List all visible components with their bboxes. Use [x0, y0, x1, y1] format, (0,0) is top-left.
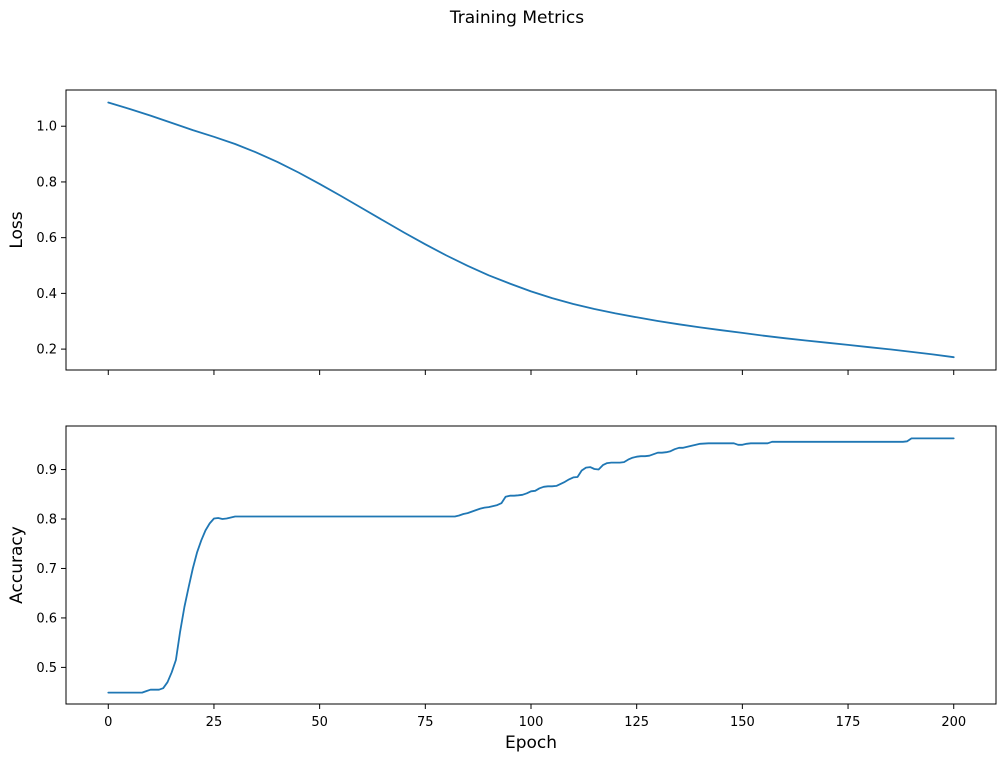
x-tick-label: 175 — [836, 715, 861, 730]
y-tick-label: 0.5 — [36, 661, 57, 676]
x-tick-label: 125 — [624, 715, 649, 730]
accuracy-y-ticks: 0.5 0.6 0.7 0.8 0.9 — [36, 463, 66, 676]
loss-subplot: 0.2 0.4 0.6 0.8 1.0 Loss — [7, 89, 997, 375]
loss-line — [107, 101, 955, 359]
x-tick-label: 150 — [730, 715, 755, 730]
loss-y-ticks: 0.2 0.4 0.6 0.8 1.0 — [36, 120, 66, 358]
epoch-xlabel: Epoch — [505, 733, 557, 753]
y-tick-label: 0.9 — [36, 463, 57, 478]
y-tick-label: 0.4 — [36, 287, 57, 302]
accuracy-ylabel: Accuracy — [7, 526, 27, 604]
x-tick-label: 50 — [311, 715, 328, 730]
figure-title: Training Metrics — [449, 8, 584, 28]
y-tick-label: 0.8 — [36, 175, 57, 190]
accuracy-axes-frame — [65, 425, 997, 705]
loss-x-ticks — [107, 370, 955, 375]
y-tick-label: 0.7 — [36, 562, 57, 577]
y-tick-label: 0.2 — [36, 343, 57, 358]
x-tick-label: 100 — [519, 715, 544, 730]
y-tick-label: 1.0 — [36, 120, 57, 135]
x-tick-label: 25 — [206, 715, 223, 730]
loss-axes-frame — [65, 89, 997, 371]
x-tick-label: 200 — [941, 715, 966, 730]
x-tick-label: 75 — [417, 715, 434, 730]
accuracy-line — [107, 437, 955, 694]
y-tick-label: 0.8 — [36, 512, 57, 527]
accuracy-x-ticks: 0 25 50 75 100 125 150 175 200 — [104, 704, 966, 730]
y-tick-label: 0.6 — [36, 611, 57, 626]
y-tick-label: 0.6 — [36, 231, 57, 246]
accuracy-subplot: 0 25 50 75 100 125 150 175 200 0.5 0.6 0.7 0.8 0.9 A… — [7, 425, 997, 753]
loss-ylabel: Loss — [7, 211, 27, 248]
x-tick-label: 0 — [104, 715, 112, 730]
